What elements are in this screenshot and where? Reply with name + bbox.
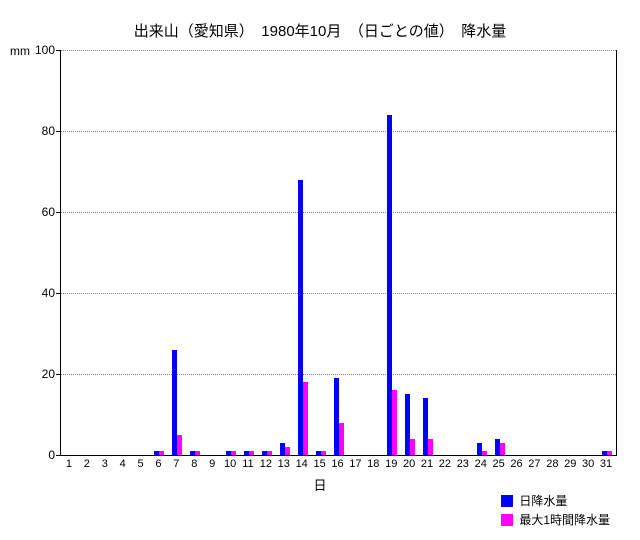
legend-swatch <box>501 514 513 526</box>
y-tick-mark <box>56 455 61 456</box>
x-tick-label: 9 <box>209 458 215 470</box>
x-tick-label: 6 <box>155 458 161 470</box>
gridline <box>61 212 616 213</box>
y-tick-label: 40 <box>25 286 55 300</box>
y-tick-label: 0 <box>25 448 55 462</box>
x-tick-label: 1 <box>66 458 72 470</box>
bar <box>482 451 487 455</box>
bar <box>303 382 308 455</box>
x-tick-label: 21 <box>421 458 433 470</box>
x-tick-label: 19 <box>385 458 397 470</box>
y-tick-mark <box>56 212 61 213</box>
x-tick-label: 12 <box>260 458 272 470</box>
y-tick-mark <box>56 293 61 294</box>
gridline <box>61 293 616 294</box>
bar <box>410 439 415 455</box>
y-tick-mark <box>56 131 61 132</box>
bar <box>607 451 612 455</box>
bar <box>285 447 290 455</box>
x-tick-label: 14 <box>296 458 308 470</box>
x-tick-label: 2 <box>84 458 90 470</box>
x-tick-label: 13 <box>278 458 290 470</box>
x-tick-label: 10 <box>224 458 236 470</box>
bar <box>177 435 182 455</box>
x-tick-label: 26 <box>510 458 522 470</box>
x-tick-label: 20 <box>403 458 415 470</box>
x-tick-label: 22 <box>439 458 451 470</box>
bar <box>321 451 326 455</box>
x-tick-label: 16 <box>331 458 343 470</box>
legend-item: 日降水量 <box>501 492 610 509</box>
x-tick-label: 27 <box>528 458 540 470</box>
x-tick-label: 18 <box>367 458 379 470</box>
x-tick-label: 4 <box>120 458 126 470</box>
x-tick-label: 28 <box>546 458 558 470</box>
x-tick-label: 8 <box>191 458 197 470</box>
legend-swatch <box>501 495 513 507</box>
x-tick-label: 7 <box>173 458 179 470</box>
gridline <box>61 50 616 51</box>
x-tick-label: 24 <box>475 458 487 470</box>
bar <box>339 423 344 455</box>
x-tick-label: 3 <box>102 458 108 470</box>
bar <box>500 443 505 455</box>
y-tick-label: 60 <box>25 205 55 219</box>
y-tick-label: 20 <box>25 367 55 381</box>
x-tick-label: 31 <box>600 458 612 470</box>
bar <box>195 451 200 455</box>
gridline <box>61 374 616 375</box>
x-tick-label: 29 <box>564 458 576 470</box>
chart-container: 出来山（愛知県） 1980年10月 （日ごとの値） 降水量 mm 日 日降水量最… <box>0 0 640 540</box>
gridline <box>61 131 616 132</box>
x-tick-label: 5 <box>138 458 144 470</box>
legend: 日降水量最大1時間降水量 <box>501 492 610 530</box>
legend-label: 最大1時間降水量 <box>519 511 610 528</box>
y-tick-label: 100 <box>25 43 55 57</box>
plot-area <box>60 50 617 456</box>
bar <box>267 451 272 455</box>
x-tick-label: 25 <box>493 458 505 470</box>
bar <box>159 451 164 455</box>
y-tick-label: 80 <box>25 124 55 138</box>
bar <box>392 390 397 455</box>
legend-label: 日降水量 <box>519 492 567 509</box>
legend-item: 最大1時間降水量 <box>501 511 610 528</box>
bar <box>231 451 236 455</box>
x-tick-label: 17 <box>349 458 361 470</box>
bar <box>249 451 254 455</box>
x-tick-label: 15 <box>313 458 325 470</box>
x-tick-label: 23 <box>457 458 469 470</box>
y-tick-mark <box>56 50 61 51</box>
y-tick-mark <box>56 374 61 375</box>
bar <box>428 439 433 455</box>
x-tick-label: 30 <box>582 458 594 470</box>
chart-title: 出来山（愛知県） 1980年10月 （日ごとの値） 降水量 <box>0 20 640 41</box>
x-tick-label: 11 <box>242 458 253 470</box>
